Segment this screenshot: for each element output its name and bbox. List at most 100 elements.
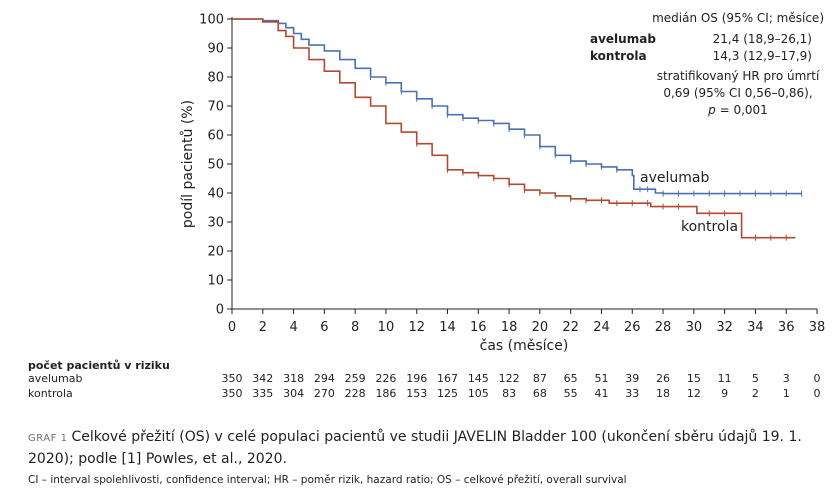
legend-p-number: = 0,001 — [716, 103, 768, 117]
legend-label-avelumab: avelumab — [590, 32, 656, 46]
x-tick-label: 38 — [809, 320, 826, 335]
x-tick-label: 18 — [501, 320, 518, 335]
chart-legend: medián OS (95% CI; měsíce) avelumab 21,4… — [590, 11, 824, 117]
y-tick-label: 70 — [207, 100, 224, 115]
risk-value-kontrola: 186 — [375, 387, 396, 400]
risk-value-kontrola: 12 — [687, 387, 701, 400]
risk-value-kontrola: 270 — [314, 387, 335, 400]
risk-value-kontrola: 335 — [252, 387, 273, 400]
risk-value-kontrola: 9 — [721, 387, 728, 400]
risk-value-avelumab: 318 — [283, 372, 304, 385]
risk-value-kontrola: 41 — [594, 387, 608, 400]
risk-value-kontrola: 18 — [656, 387, 670, 400]
y-tick-label: 100 — [199, 13, 224, 28]
risk-value-avelumab: 226 — [375, 372, 396, 385]
x-tick-label: 30 — [686, 320, 703, 335]
risk-value-kontrola: 83 — [502, 387, 516, 400]
x-tick-label: 8 — [351, 320, 359, 335]
legend-label-kontrola: kontrola — [590, 49, 647, 63]
x-tick-label: 20 — [532, 320, 549, 335]
caption-label: GRAF 1 — [28, 433, 68, 444]
risk-value-avelumab: 39 — [625, 372, 639, 385]
risk-value-avelumab: 65 — [564, 372, 578, 385]
risk-value-kontrola: 304 — [283, 387, 304, 400]
series-label-kontrola: kontrola — [681, 219, 738, 235]
y-tick-label: 10 — [207, 274, 224, 289]
x-tick-label: 22 — [562, 320, 579, 335]
y-tick-label: 90 — [207, 42, 224, 57]
legend-p-symbol: p — [707, 103, 716, 117]
risk-value-avelumab: 196 — [406, 372, 427, 385]
risk-value-avelumab: 5 — [752, 372, 759, 385]
x-tick-label: 36 — [778, 320, 795, 335]
y-tick-label: 40 — [207, 187, 224, 202]
y-tick-label: 50 — [207, 158, 224, 173]
y-tick-label: 0 — [216, 303, 224, 318]
risk-value-avelumab: 145 — [468, 372, 489, 385]
risk-value-avelumab: 51 — [594, 372, 608, 385]
x-tick-label: 32 — [716, 320, 733, 335]
x-tick-label: 28 — [655, 320, 672, 335]
y-tick-label: 60 — [207, 129, 224, 144]
series-line-kontrola — [232, 18, 796, 239]
x-axis-title: čas (měsíce) — [480, 338, 569, 354]
legend-p-value: p = 0,001 — [707, 103, 768, 117]
y-tick-label: 30 — [207, 216, 224, 231]
risk-value-avelumab: 11 — [718, 372, 732, 385]
chart-series — [232, 18, 803, 241]
y-axis-title: podíl pacientů (%) — [180, 100, 196, 228]
risk-value-avelumab: 0 — [814, 372, 821, 385]
risk-value-avelumab: 167 — [437, 372, 458, 385]
risk-value-avelumab: 259 — [345, 372, 366, 385]
risk-value-kontrola: 33 — [625, 387, 639, 400]
risk-value-avelumab: 26 — [656, 372, 670, 385]
risk-value-kontrola: 125 — [437, 387, 458, 400]
risk-row-label-avelumab: avelumab — [28, 372, 83, 385]
risk-value-avelumab: 3 — [783, 372, 790, 385]
risk-value-avelumab: 294 — [314, 372, 335, 385]
x-tick-label: 2 — [259, 320, 267, 335]
y-tick-label: 20 — [207, 245, 224, 260]
risk-table-heading: počet pacientů v riziku — [28, 359, 170, 372]
risk-values: 350 342 318 294 259 226 196 167 145 122 87 65 51 39 26… — [222, 372, 821, 400]
risk-value-kontrola: 55 — [564, 387, 578, 400]
x-tick-label: 12 — [408, 320, 425, 335]
risk-value-avelumab: 87 — [533, 372, 547, 385]
risk-value-avelumab: 342 — [252, 372, 273, 385]
risk-value-kontrola: 68 — [533, 387, 547, 400]
risk-value-kontrola: 105 — [468, 387, 489, 400]
x-tick-label: 4 — [289, 320, 297, 335]
series-line-avelumab — [232, 18, 802, 195]
legend-value-avelumab: 21,4 (18,9–26,1) — [713, 32, 812, 46]
legend-header: medián OS (95% CI; měsíce) — [652, 11, 824, 25]
risk-value-kontrola: 2 — [752, 387, 759, 400]
caption-text: Celkové přežití (OS) v celé populaci pac… — [28, 429, 802, 467]
risk-value-kontrola: 350 — [222, 387, 243, 400]
y-tick-label: 80 — [207, 71, 224, 86]
risk-value-avelumab: 122 — [499, 372, 520, 385]
x-tick-label: 10 — [378, 320, 395, 335]
x-tick-label: 14 — [439, 320, 456, 335]
x-tick-label: 6 — [320, 320, 328, 335]
risk-row-label-kontrola: kontrola — [28, 387, 73, 400]
figure-footnote: CI – interval spolehlivosti, confidence … — [28, 474, 627, 486]
x-tick-label: 24 — [593, 320, 610, 335]
risk-value-avelumab: 15 — [687, 372, 701, 385]
risk-value-kontrola: 0 — [814, 387, 821, 400]
figure-caption: GRAF 1 Celkové přežití (OS) v celé popula… — [28, 427, 833, 469]
risk-value-avelumab: 350 — [222, 372, 243, 385]
legend-hr-line1: stratifikovaný HR pro úmrtí — [657, 69, 820, 83]
x-tick-label: 0 — [228, 320, 236, 335]
legend-value-kontrola: 14,3 (12,9–17,9) — [713, 49, 812, 63]
series-label-avelumab: avelumab — [640, 170, 709, 186]
x-tick-label: 34 — [747, 320, 764, 335]
x-tick-label: 26 — [624, 320, 641, 335]
risk-value-kontrola: 153 — [406, 387, 427, 400]
risk-value-kontrola: 228 — [345, 387, 366, 400]
x-tick-label: 16 — [470, 320, 487, 335]
legend-hr-line2: 0,69 (95% CI 0,56–0,86), — [663, 86, 812, 100]
risk-value-kontrola: 1 — [783, 387, 790, 400]
risk-table: počet pacientů v riziku avelumab kontrol… — [28, 359, 821, 400]
